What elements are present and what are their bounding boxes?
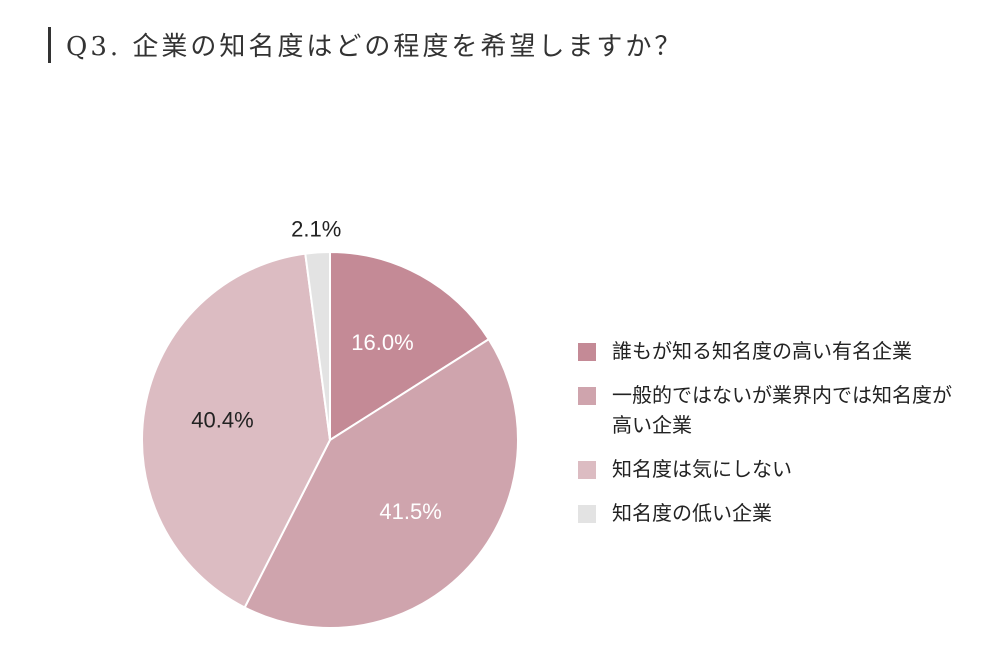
pie-data-label-2: 40.4% [191, 407, 253, 432]
pie-slice-3 [304, 250, 331, 441]
pie-slice-0 [329, 250, 491, 442]
legend-label-3: 知名度の低い企業 [612, 501, 772, 525]
page-title: Q3. 企業の知名度はどの程度を希望しますか？ [66, 32, 684, 62]
pie-data-label-1: 41.5% [379, 499, 441, 524]
pie-data-label-0: 16.0% [351, 330, 413, 355]
legend-item-2: 知名度は気にしない [578, 454, 968, 484]
legend-item-3: 知名度の低い企業 [578, 498, 968, 528]
legend-item-1: 一般的ではないが業界内では知名度が高い企業 [578, 380, 968, 440]
pie-data-label-3: 2.1% [291, 216, 341, 241]
legend-swatch-1 [578, 387, 596, 405]
legend: 誰もが知る知名度の高い有名企業一般的ではないが業界内では知名度が高い企業知名度は… [578, 336, 968, 542]
legend-label-2: 知名度は気にしない [612, 457, 792, 481]
pie-slice-1 [243, 337, 519, 629]
title-accent-bar [48, 27, 51, 63]
legend-swatch-0 [578, 343, 596, 361]
legend-swatch-2 [578, 461, 596, 479]
pie-slice-2 [141, 252, 332, 609]
legend-swatch-3 [578, 505, 596, 523]
legend-item-0: 誰もが知る知名度の高い有名企業 [578, 336, 968, 366]
legend-label-1: 一般的ではないが業界内では知名度が高い企業 [612, 383, 952, 437]
legend-label-0: 誰もが知る知名度の高い有名企業 [612, 339, 912, 363]
